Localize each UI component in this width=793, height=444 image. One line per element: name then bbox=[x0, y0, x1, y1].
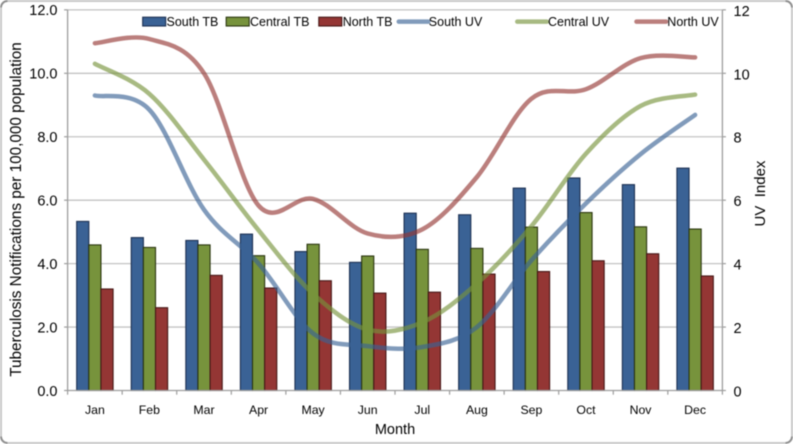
svg-text:Aug: Aug bbox=[466, 403, 488, 417]
svg-text:4: 4 bbox=[734, 258, 742, 274]
svg-text:Feb: Feb bbox=[139, 403, 160, 417]
svg-text:6: 6 bbox=[734, 194, 742, 210]
svg-text:6.0: 6.0 bbox=[37, 193, 57, 209]
svg-text:Tuberculosis Notifications per: Tuberculosis Notifications per 100,000 p… bbox=[8, 42, 25, 376]
svg-text:8.0: 8.0 bbox=[37, 130, 57, 146]
svg-text:Mar: Mar bbox=[193, 403, 214, 417]
svg-text:Sep: Sep bbox=[520, 403, 542, 417]
svg-text:Central UV: Central UV bbox=[548, 15, 610, 29]
svg-text:Apr: Apr bbox=[249, 403, 268, 417]
svg-text:Dec: Dec bbox=[684, 403, 706, 417]
svg-text:12: 12 bbox=[734, 4, 750, 20]
svg-text:Nov: Nov bbox=[630, 403, 653, 417]
svg-text:North TB: North TB bbox=[343, 15, 393, 29]
svg-text:8: 8 bbox=[734, 131, 742, 147]
svg-text:Jan: Jan bbox=[85, 403, 105, 417]
svg-text:Month: Month bbox=[375, 422, 415, 438]
svg-text:May: May bbox=[301, 403, 325, 417]
svg-text:0: 0 bbox=[734, 385, 742, 401]
svg-text:Jun: Jun bbox=[358, 403, 378, 417]
svg-text:12.0: 12.0 bbox=[29, 3, 57, 19]
svg-text:4.0: 4.0 bbox=[37, 257, 57, 273]
svg-text:UV Index: UV Index bbox=[752, 160, 769, 226]
svg-text:South UV: South UV bbox=[429, 15, 483, 29]
svg-text:Oct: Oct bbox=[576, 403, 596, 417]
svg-text:10.0: 10.0 bbox=[29, 67, 57, 83]
svg-text:South TB: South TB bbox=[167, 15, 219, 29]
svg-text:10: 10 bbox=[734, 67, 750, 83]
svg-text:North UV: North UV bbox=[667, 15, 719, 29]
svg-text:2: 2 bbox=[734, 321, 742, 337]
svg-text:2.0: 2.0 bbox=[37, 320, 57, 336]
svg-text:0.0: 0.0 bbox=[37, 384, 57, 400]
svg-text:Central TB: Central TB bbox=[250, 15, 310, 29]
svg-text:Jul: Jul bbox=[414, 403, 430, 417]
